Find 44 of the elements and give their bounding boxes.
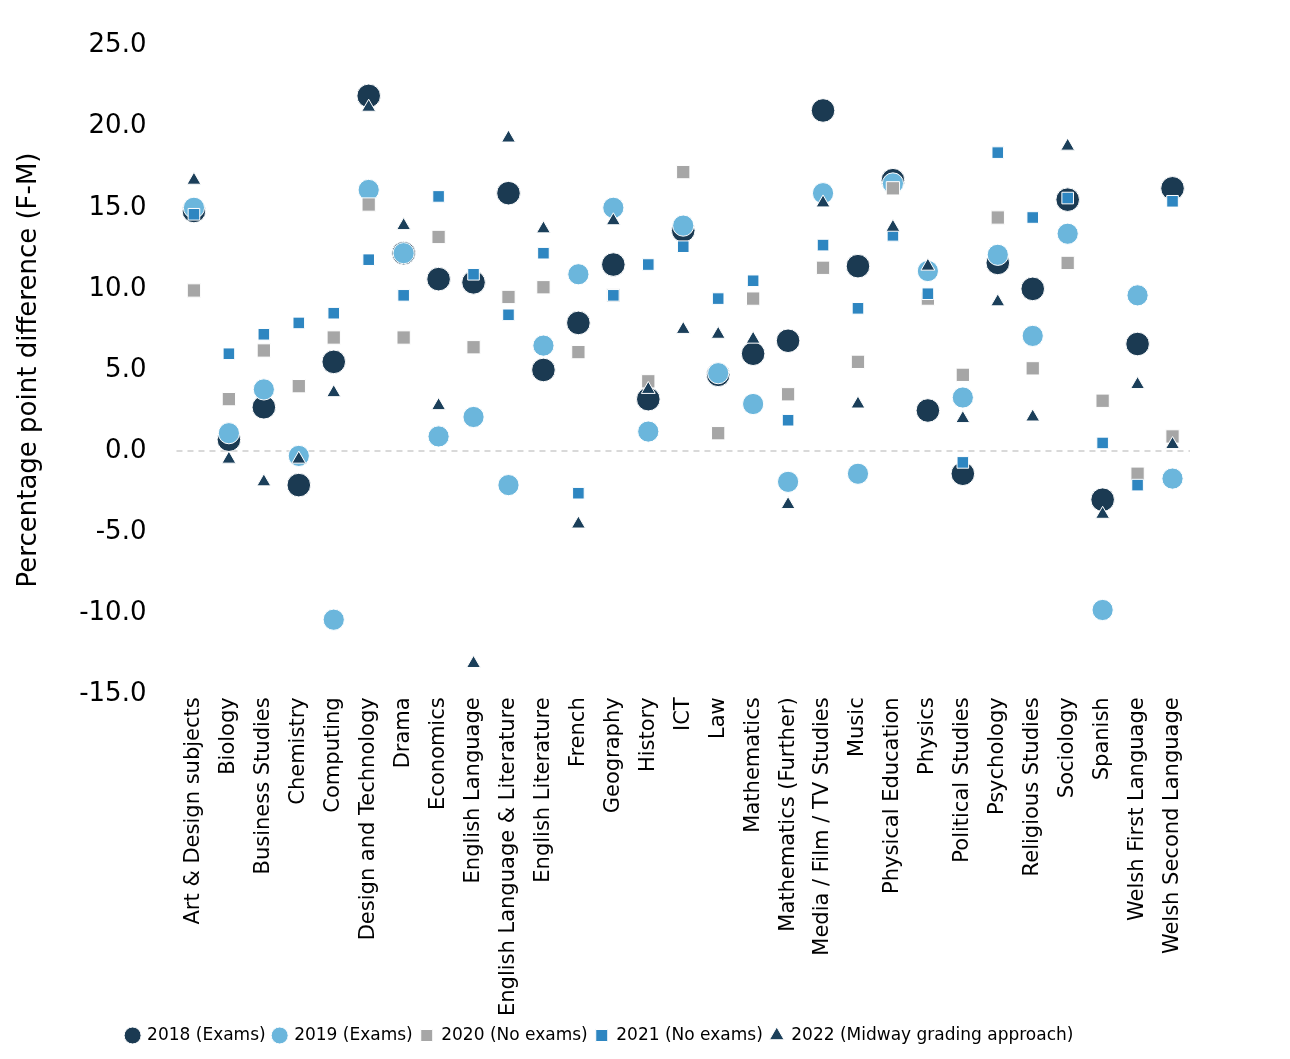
legend-label: 2018 (Exams) xyxy=(147,1023,266,1044)
x-tick-label: Psychology xyxy=(984,697,1009,816)
x-tick-label: Drama xyxy=(390,697,415,769)
x-tick-label: History xyxy=(634,697,659,773)
y-tick-label: 10.0 xyxy=(88,271,147,302)
x-tick-label: Chemistry xyxy=(285,697,310,805)
x-tick-label: Physics xyxy=(914,697,939,775)
legend-label: 2022 (Midway grading approach) xyxy=(791,1023,1074,1044)
x-tick-label: Political Studies xyxy=(949,697,974,863)
x-tick-label: ICT xyxy=(669,697,694,731)
y-tick-label: 15.0 xyxy=(88,190,147,221)
x-tick-label: Religious Studies xyxy=(1019,697,1044,877)
x-tick-label: Design and Technology xyxy=(355,697,380,941)
x-tick-label: Computing xyxy=(320,697,345,813)
x-tick-label: French xyxy=(564,697,589,768)
x-tick-label: Mathematics (Further) xyxy=(774,697,799,932)
x-tick-label: Art & Design subjects xyxy=(180,697,205,925)
y-tick-label: 5.0 xyxy=(105,352,147,383)
y-tick-label: 0.0 xyxy=(105,433,147,464)
y-tick-label: -5.0 xyxy=(95,514,147,545)
x-tick-label: English Language xyxy=(459,697,484,884)
y-tick-label: -15.0 xyxy=(79,677,147,708)
legend-label: 2021 (No exams) xyxy=(616,1023,763,1044)
x-tick-label: Media / Film / TV Studies xyxy=(809,697,834,956)
x-tick-label: Law xyxy=(704,697,729,740)
legend-label: 2020 (No exams) xyxy=(441,1023,588,1044)
x-tick-label: Biology xyxy=(215,697,240,775)
x-tick-label: Welsh Second Language xyxy=(1158,697,1183,955)
x-tick-label: Physical Education xyxy=(879,697,904,894)
x-tick-label: Business Studies xyxy=(250,697,275,875)
x-tick-label: Geography xyxy=(599,697,624,814)
y-tick-label: -10.0 xyxy=(79,595,147,626)
legend-label: 2019 (Exams) xyxy=(294,1023,413,1044)
y-tick-label: 25.0 xyxy=(88,28,147,59)
x-tick-label: Spanish xyxy=(1089,697,1114,781)
y-tick-label: 20.0 xyxy=(88,109,147,140)
x-tick-label: Mathematics xyxy=(739,697,764,833)
x-tick-label: Economics xyxy=(425,697,450,810)
x-tick-label: English Language & Literature xyxy=(494,697,519,1017)
x-tick-label: Sociology xyxy=(1054,697,1079,799)
x-tick-label: Music xyxy=(844,697,869,758)
y-axis-title: Percentage point difference (F-M) xyxy=(12,152,43,588)
x-tick-label: Welsh First Language xyxy=(1124,697,1149,922)
x-tick-label: English Literature xyxy=(529,697,554,883)
